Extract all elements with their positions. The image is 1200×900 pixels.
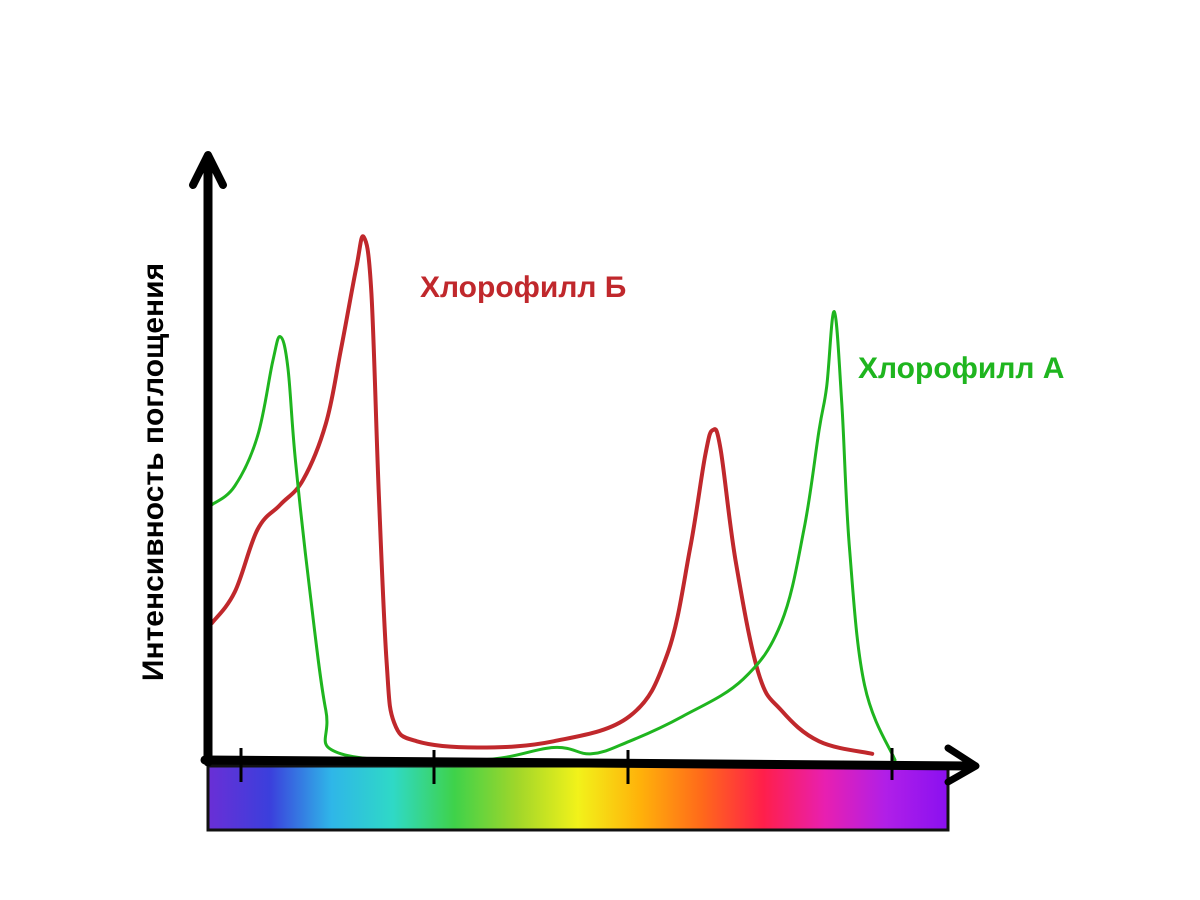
x-axis-arrowhead bbox=[944, 744, 980, 786]
axes bbox=[189, 151, 980, 786]
series-label-chlorophyll-a: Хлорофилл А bbox=[858, 352, 1064, 385]
series-label-chlorophyll-b: Хлорофилл Б bbox=[420, 271, 626, 304]
y-axis-arrowhead bbox=[189, 151, 227, 189]
series-line-chlorophyll-a bbox=[210, 310, 897, 763]
series-line-chlorophyll-b bbox=[210, 234, 875, 756]
x-axis-line bbox=[200, 755, 977, 771]
curves-layer bbox=[210, 234, 897, 763]
spectrum-bar bbox=[206, 764, 950, 832]
y-axis-label: Интенсивность поглощения bbox=[137, 263, 170, 681]
